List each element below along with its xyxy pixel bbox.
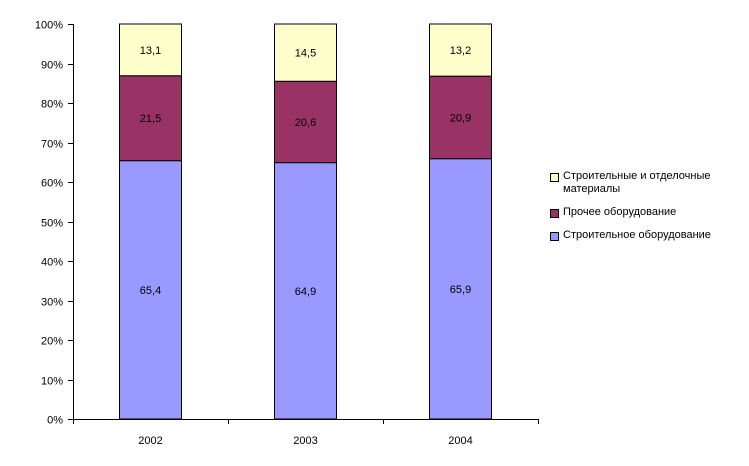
bar-segment-3-2003 (274, 23, 337, 82)
data-label-2-2004: 20,9 (450, 112, 471, 124)
data-label-2-2003: 20,6 (295, 117, 316, 129)
y-tick-label: 50% (41, 218, 63, 230)
x-tick-label: 2002 (138, 435, 162, 447)
bar-segment-3-2002 (119, 23, 182, 77)
data-label-1-2002: 65,4 (140, 285, 161, 297)
legend-swatch (550, 232, 559, 241)
legend-swatch (550, 209, 559, 218)
data-label-2-2002: 21,5 (140, 113, 161, 125)
bar-segment-3-2004 (429, 23, 492, 77)
y-tick-label: 40% (41, 257, 63, 269)
y-tick-label: 100% (35, 20, 63, 32)
bar-segment-2-2003 (274, 80, 337, 164)
x-tick-label: 2004 (448, 435, 472, 447)
x-tick-label: 2003 (293, 435, 317, 447)
legend-item: Строительные и отделочные материалы (550, 170, 745, 196)
legend-item: Прочее оборудование (550, 206, 745, 219)
data-label-1-2004: 65,9 (450, 284, 471, 296)
plot-area: 65,4 21,5 13,1 64,9 20,6 14,5 65,9 20,9 13,2 0% 10… (35, 20, 539, 447)
y-tick-label: 30% (41, 297, 63, 309)
y-tick-label: 70% (41, 139, 63, 151)
y-tick-label: 80% (41, 99, 63, 111)
legend-item: Строительное оборудование (550, 229, 745, 242)
data-label-3-2003: 14,5 (295, 48, 316, 60)
bar-segment-2-2004 (429, 75, 492, 160)
legend-label: Строительное оборудование (563, 229, 711, 241)
data-label-3-2002: 13,1 (140, 45, 161, 57)
y-tick-label: 60% (41, 178, 63, 190)
legend: Строительные и отделочные материалы Проче… (550, 170, 745, 242)
bar-segment-1-2002 (119, 160, 182, 420)
data-label-1-2003: 64,9 (295, 286, 316, 298)
legend-label: Прочее оборудование (563, 206, 677, 218)
y-tick-label: 0% (47, 415, 63, 427)
y-tick-label: 20% (41, 336, 63, 348)
data-label-3-2004: 13,2 (450, 45, 471, 57)
y-tick-label: 90% (41, 60, 63, 72)
legend-label: Строительные и отделочные материалы (563, 170, 711, 195)
y-tick-label: 10% (41, 376, 63, 388)
bar-segment-2-2002 (119, 75, 182, 162)
legend-swatch (550, 173, 559, 182)
